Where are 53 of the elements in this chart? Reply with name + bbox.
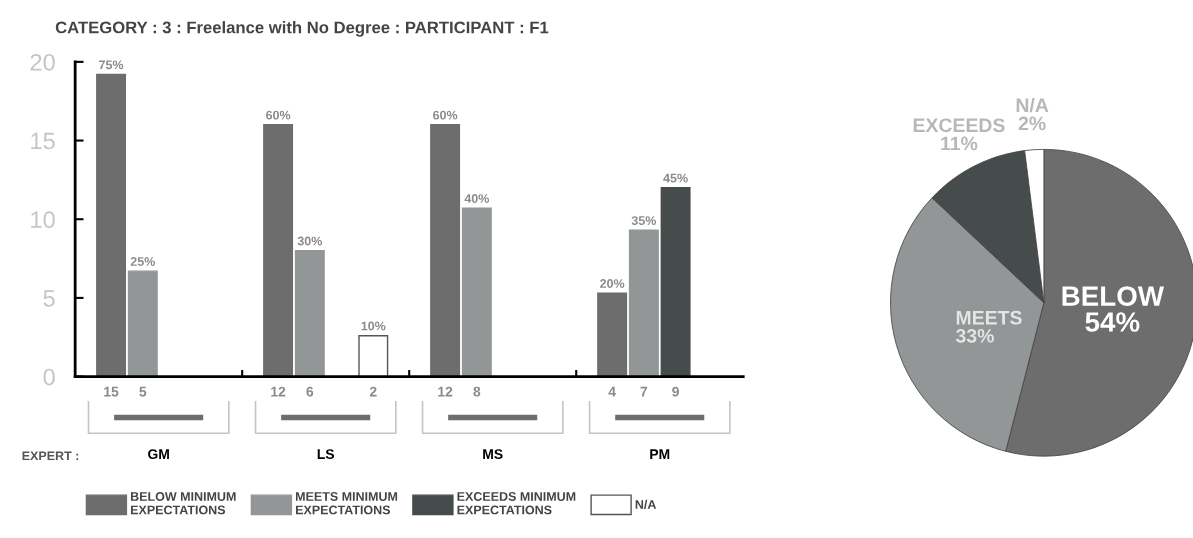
bar xyxy=(430,124,461,377)
legend-label: EXCEEDS MINIMUM EXPECTATIONS xyxy=(457,492,576,515)
data-label: 54% xyxy=(1085,312,1140,332)
x-tick-label: PM xyxy=(650,449,670,459)
data-label: 33% xyxy=(955,328,994,343)
slice-label: EXCEEDS xyxy=(913,118,1005,133)
y-tick-label: 10 xyxy=(31,211,55,229)
bar xyxy=(294,250,325,377)
legend-label: BELOW MINIMUM EXPECTATIONS xyxy=(130,492,236,515)
text: 12 xyxy=(271,386,286,397)
annotation: 45% xyxy=(663,173,688,183)
y-tick-label: 5 xyxy=(43,290,55,307)
slice-label: MEETS xyxy=(956,310,1022,325)
text: 15 xyxy=(104,386,119,397)
annotation: 75% xyxy=(99,60,124,70)
bar xyxy=(127,270,158,377)
text: 6 xyxy=(306,386,314,397)
bar xyxy=(597,292,628,377)
bar xyxy=(628,229,659,377)
text: 2 xyxy=(369,386,377,397)
data-label: 11% xyxy=(941,136,978,151)
annotation: 20% xyxy=(600,279,625,288)
legend-label: N/A xyxy=(635,499,657,510)
x-tick-label: MS xyxy=(483,449,503,460)
y-tick-label: 0 xyxy=(43,368,55,386)
bar xyxy=(358,334,389,377)
y-tick-label: 15 xyxy=(31,132,55,150)
y-tick-label: 20 xyxy=(30,53,55,71)
x-tick-label: LS xyxy=(317,449,335,460)
text: 5 xyxy=(139,386,147,397)
text: 9 xyxy=(672,386,679,397)
slice-label: BELOW xyxy=(1062,286,1165,306)
annotation: 40% xyxy=(464,194,490,203)
bar xyxy=(660,187,691,377)
annotation: 25% xyxy=(130,257,155,266)
x-axis-title: EXPERT : xyxy=(22,451,79,461)
bar xyxy=(96,73,127,377)
annotation: 60% xyxy=(266,110,291,120)
text: 12 xyxy=(438,386,453,397)
bar xyxy=(461,207,492,377)
data-label: 2% xyxy=(1018,116,1046,131)
slice-label: N/A xyxy=(1016,97,1049,113)
annotation: 35% xyxy=(631,216,657,226)
chart-title: CATEGORY : 3 : Freelance with No Degree : PARTICIPANT : F1 xyxy=(55,21,549,37)
text: 8 xyxy=(473,386,481,397)
annotation: 60% xyxy=(433,110,458,120)
x-tick-label: GM xyxy=(148,449,169,460)
bar xyxy=(263,124,294,377)
annotation: 10% xyxy=(361,321,386,331)
text: 4 xyxy=(608,386,616,397)
legend-label: MEETS MINIMUM EXPECTATIONS xyxy=(295,492,398,515)
annotation: 30% xyxy=(297,236,322,246)
text: 7 xyxy=(640,386,648,397)
